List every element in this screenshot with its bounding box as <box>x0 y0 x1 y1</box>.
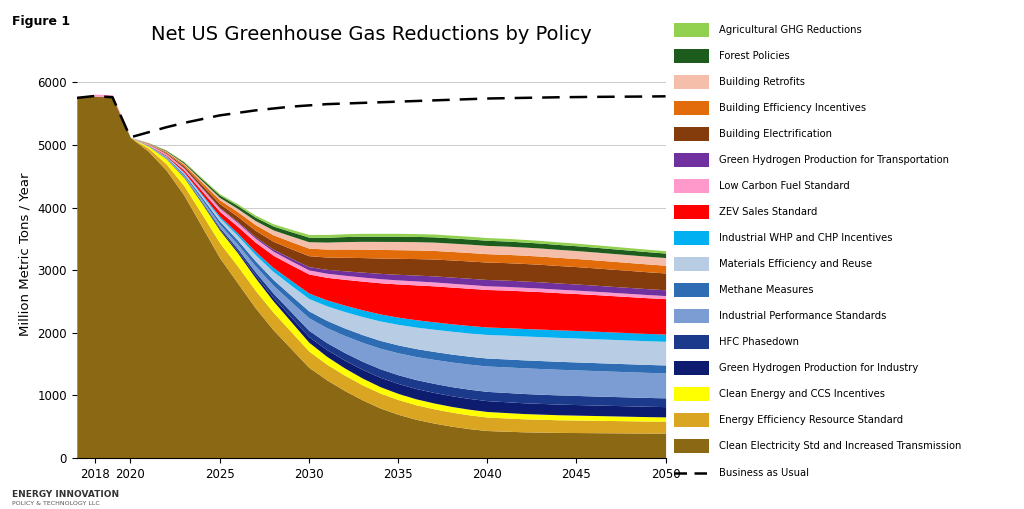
Text: ZEV Sales Standard: ZEV Sales Standard <box>720 207 818 217</box>
Text: Materials Efficiency and Reuse: Materials Efficiency and Reuse <box>720 259 872 269</box>
Bar <box>674 335 709 349</box>
Bar <box>674 127 709 141</box>
Text: HFC Phasedown: HFC Phasedown <box>720 337 800 347</box>
Bar <box>674 153 709 167</box>
Text: Industrial WHP and CHP Incentives: Industrial WHP and CHP Incentives <box>720 233 893 243</box>
Bar <box>674 75 709 89</box>
Text: Forest Policies: Forest Policies <box>720 51 791 61</box>
Bar <box>674 361 709 375</box>
Bar <box>674 257 709 271</box>
Bar <box>674 309 709 323</box>
Text: ENERGY INNOVATION: ENERGY INNOVATION <box>12 490 120 499</box>
Title: Net US Greenhouse Gas Reductions by Policy: Net US Greenhouse Gas Reductions by Poli… <box>151 25 592 44</box>
Text: Industrial Performance Standards: Industrial Performance Standards <box>720 311 887 321</box>
Bar <box>674 439 709 453</box>
Bar <box>674 283 709 297</box>
Text: Clean Energy and CCS Incentives: Clean Energy and CCS Incentives <box>720 389 886 399</box>
Y-axis label: Million Metric Tons / Year: Million Metric Tons / Year <box>18 173 32 336</box>
Bar <box>674 205 709 219</box>
Text: Energy Efficiency Resource Standard: Energy Efficiency Resource Standard <box>720 415 903 425</box>
Text: POLICY & TECHNOLOGY LLC: POLICY & TECHNOLOGY LLC <box>12 501 100 506</box>
Text: Methane Measures: Methane Measures <box>720 285 814 295</box>
Bar <box>674 179 709 193</box>
Text: Clean Electricity Std and Increased Transmission: Clean Electricity Std and Increased Tran… <box>720 441 962 451</box>
Bar <box>674 387 709 401</box>
Text: Agricultural GHG Reductions: Agricultural GHG Reductions <box>720 25 862 35</box>
Text: Green Hydrogen Production for Transportation: Green Hydrogen Production for Transporta… <box>720 155 949 165</box>
Text: Green Hydrogen Production for Industry: Green Hydrogen Production for Industry <box>720 363 919 373</box>
Bar <box>674 101 709 115</box>
Text: Building Electrification: Building Electrification <box>720 129 833 139</box>
Text: Business as Usual: Business as Usual <box>720 468 809 478</box>
Bar <box>674 413 709 427</box>
Bar <box>674 49 709 63</box>
Text: Figure 1: Figure 1 <box>12 15 71 29</box>
Text: Building Retrofits: Building Retrofits <box>720 77 806 87</box>
Text: Building Efficiency Incentives: Building Efficiency Incentives <box>720 103 866 113</box>
Text: Low Carbon Fuel Standard: Low Carbon Fuel Standard <box>720 181 850 191</box>
Bar <box>674 23 709 37</box>
Bar <box>674 231 709 245</box>
